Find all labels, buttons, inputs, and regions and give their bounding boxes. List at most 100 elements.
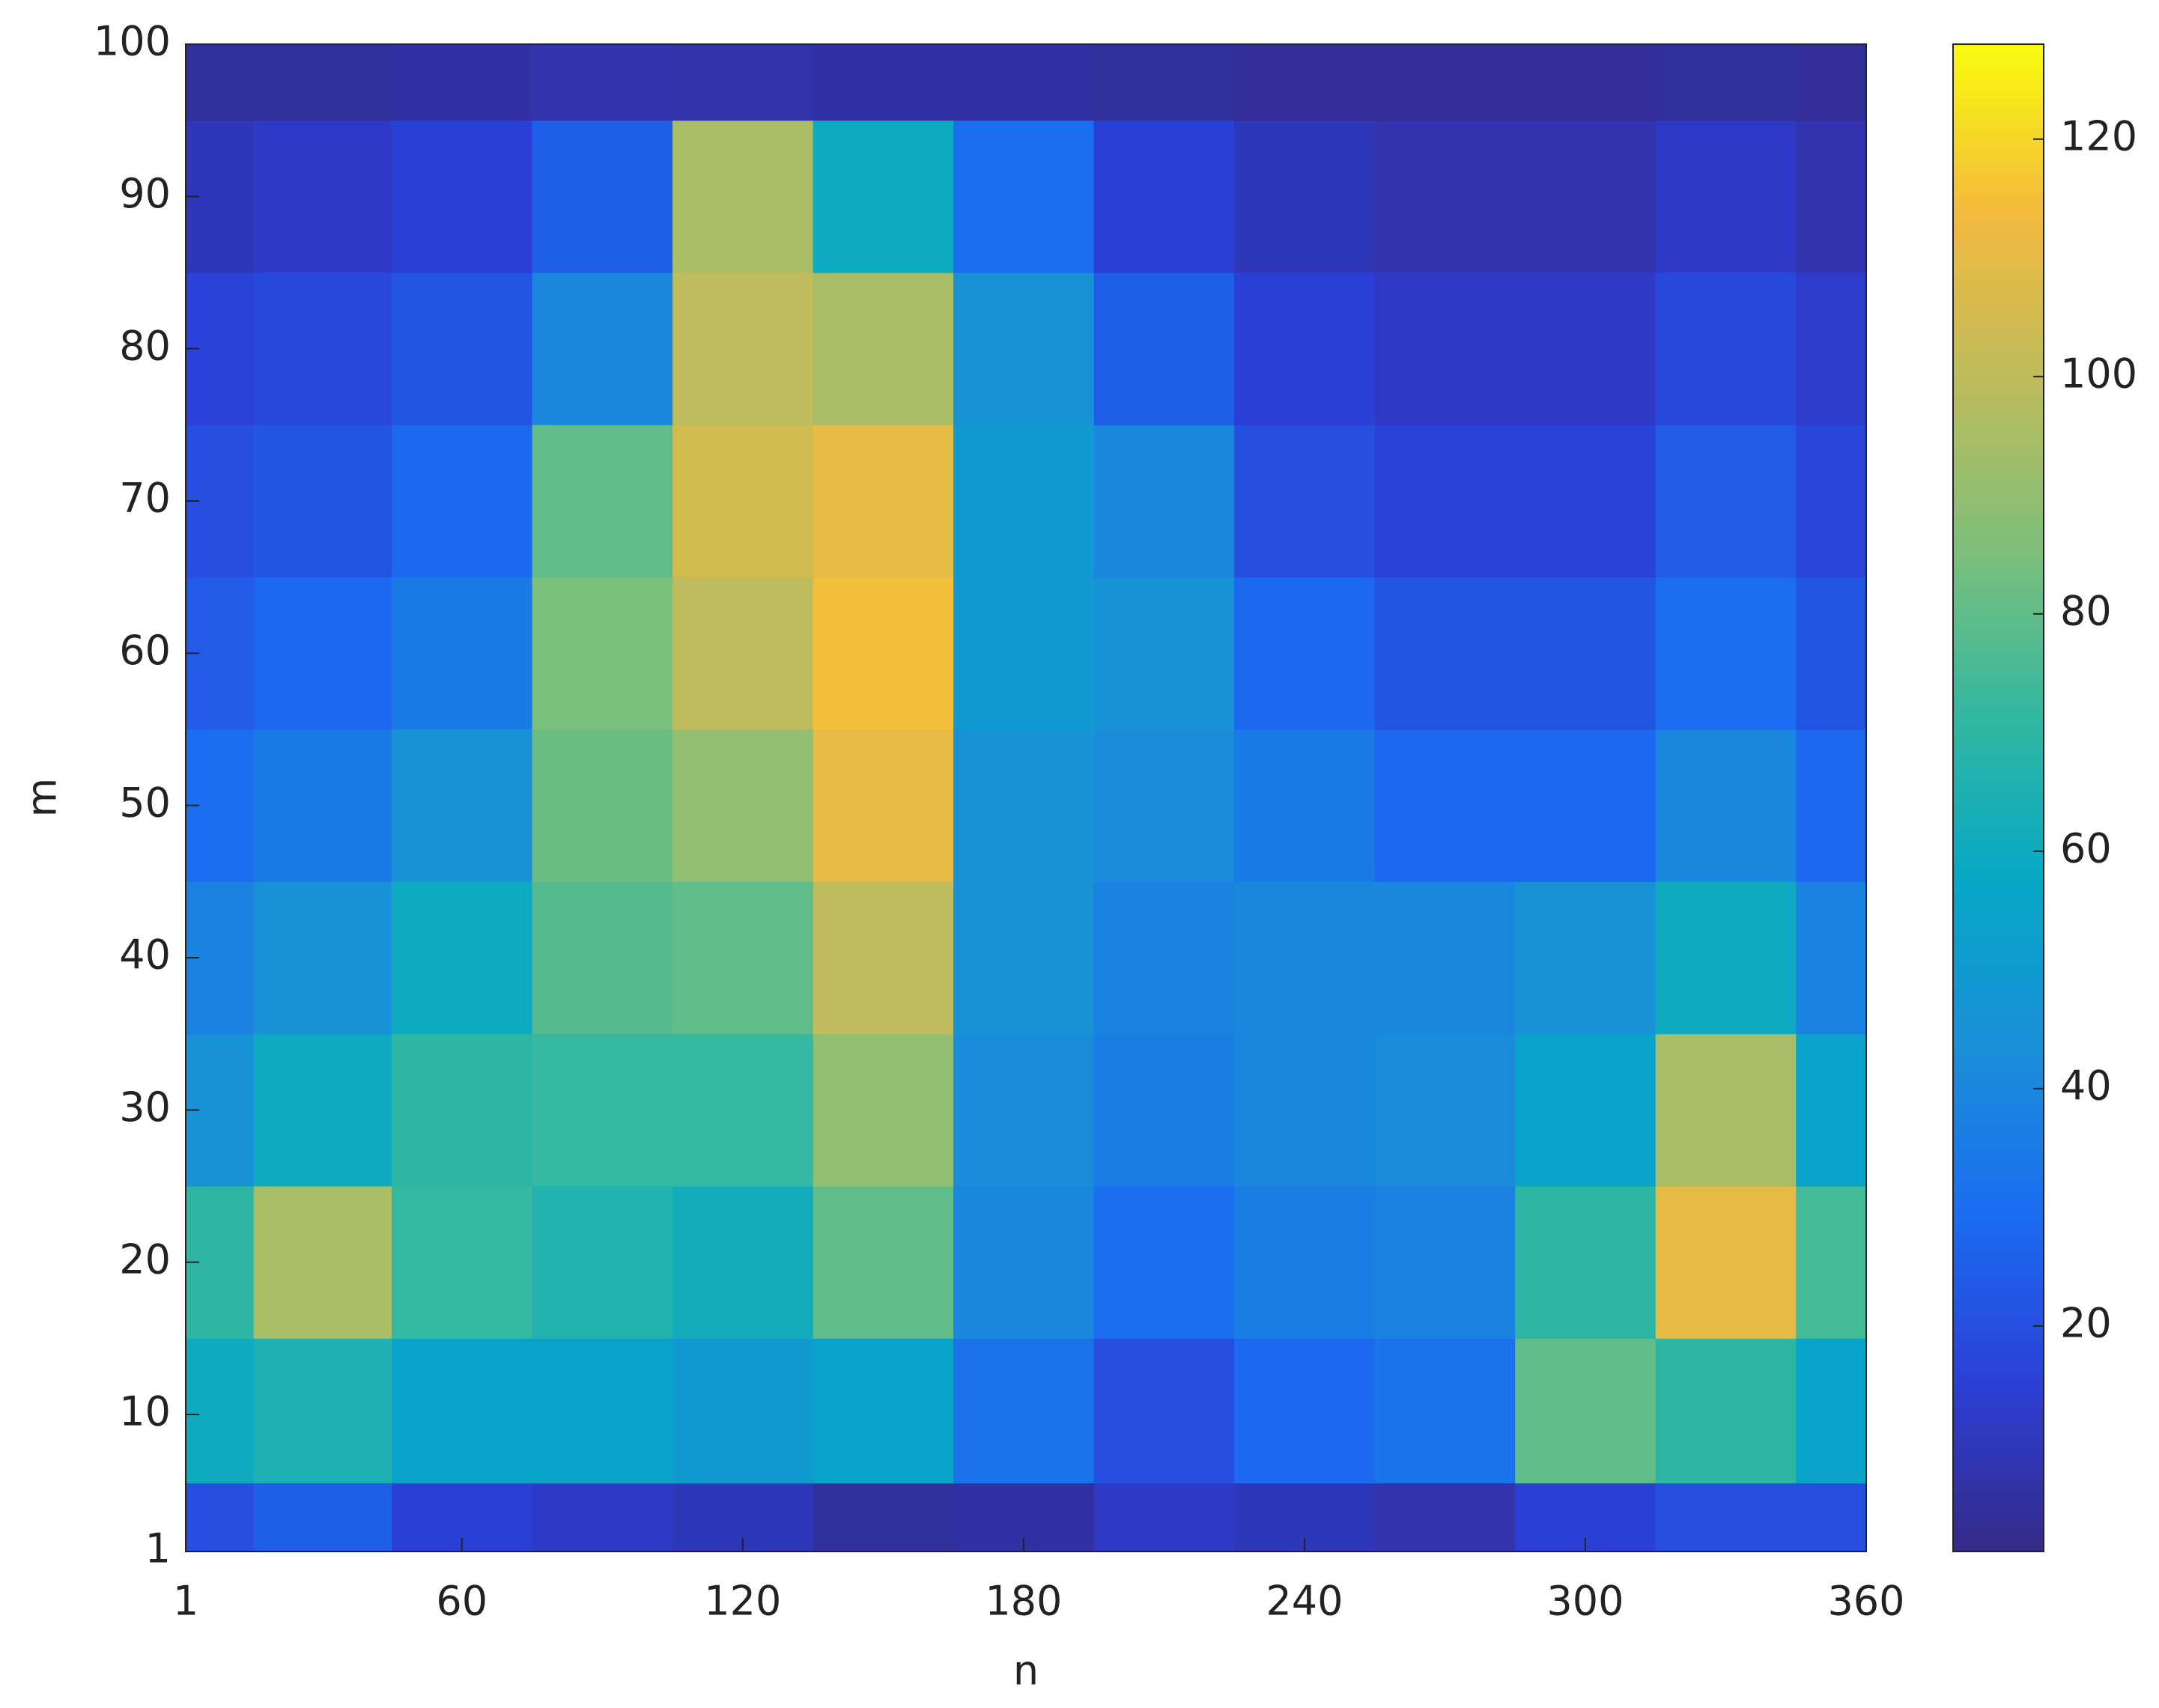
cell	[1655, 120, 1797, 273]
colorbar-segment	[1953, 729, 2044, 738]
cell	[1655, 1186, 1797, 1339]
colorbar-segment	[1953, 156, 2044, 165]
cell	[1234, 1186, 1376, 1339]
cell	[1234, 425, 1376, 578]
colorbar-segment	[1953, 1174, 2044, 1183]
cell	[1796, 44, 1867, 121]
colorbar-segment	[1953, 52, 2044, 60]
cell	[672, 1033, 814, 1187]
colorbar-segment	[1953, 873, 2044, 881]
colorbar-segment	[1953, 345, 2044, 354]
cell	[392, 120, 533, 273]
cell	[813, 44, 954, 121]
cell	[1655, 1033, 1797, 1187]
y-tick-label: 70	[119, 475, 171, 522]
cell	[1374, 881, 1516, 1035]
colorbar-segment	[1953, 1423, 2044, 1432]
cell	[813, 881, 954, 1035]
colorbar-segment	[1953, 677, 2044, 686]
y-axis-label: m	[19, 778, 66, 818]
cell	[1515, 1186, 1657, 1339]
cell	[1515, 729, 1657, 882]
cell	[253, 1033, 392, 1187]
colorbar-segment	[1953, 850, 2044, 859]
colorbar-segment	[1953, 955, 2044, 964]
cell	[1655, 425, 1797, 578]
colorbar-segment	[1953, 1340, 2044, 1349]
cell	[813, 577, 954, 730]
colorbar-segment	[1953, 722, 2044, 731]
colorbar-segment	[1953, 406, 2044, 414]
colorbar-segment	[1953, 926, 2044, 934]
colorbar-segment	[1953, 1461, 2044, 1469]
cell	[953, 120, 1095, 273]
cell	[1515, 1338, 1657, 1483]
colorbar-segment	[1953, 1054, 2044, 1063]
cell	[392, 881, 533, 1035]
colorbar-segment	[1953, 300, 2044, 309]
cell	[953, 44, 1095, 121]
cell	[392, 1338, 533, 1483]
colorbar-segment	[1953, 1152, 2044, 1161]
y-tick-label: 80	[119, 322, 171, 369]
colorbar-segment	[1953, 707, 2044, 716]
cell	[1093, 120, 1235, 273]
cell	[532, 273, 673, 425]
colorbar-segment	[1953, 195, 2044, 203]
colorbar-segment	[1953, 549, 2044, 558]
cell	[186, 44, 255, 121]
colorbar-segment	[1953, 383, 2044, 392]
colorbar-segment	[1953, 896, 2044, 905]
cell	[813, 729, 954, 882]
cell	[1515, 273, 1657, 425]
y-tick-label: 1	[145, 1525, 171, 1572]
cell	[1796, 425, 1867, 578]
colorbar-segment	[1953, 940, 2044, 949]
colorbar-segment	[1953, 436, 2044, 445]
colorbar-segment	[1953, 1415, 2044, 1424]
cell	[813, 425, 954, 578]
cell	[1374, 1186, 1516, 1339]
cell	[532, 1033, 673, 1187]
x-tick-label: 360	[1827, 1578, 1904, 1625]
colorbar-segment	[1953, 1069, 2044, 1078]
colorbar-segment	[1953, 692, 2044, 701]
colorbar-segment	[1953, 1024, 2044, 1033]
cell	[392, 729, 533, 882]
cell	[813, 273, 954, 425]
cell	[1234, 120, 1376, 273]
cell	[1655, 1338, 1797, 1483]
colorbar-segment	[1953, 1521, 2044, 1530]
colorbar-segment	[1953, 262, 2044, 271]
colorbar-segment	[1953, 1212, 2044, 1221]
colorbar-segment	[1953, 1370, 2044, 1379]
cell	[813, 120, 954, 273]
y-tick-label: 100	[94, 18, 171, 65]
colorbar-segment	[1953, 473, 2044, 482]
cell	[1374, 1033, 1516, 1187]
cell	[186, 1483, 255, 1552]
cell	[1093, 577, 1235, 730]
cell	[253, 44, 392, 121]
colorbar-segment	[1953, 782, 2044, 791]
colorbar-segment	[1953, 1129, 2044, 1138]
colorbar-segment	[1953, 541, 2044, 550]
cell	[1655, 273, 1797, 425]
colorbar-segment	[1953, 270, 2044, 279]
colorbar-segment	[1953, 1400, 2044, 1409]
colorbar-segment	[1953, 338, 2044, 347]
colorbar-segment	[1953, 240, 2044, 249]
cell	[953, 577, 1095, 730]
colorbar-segment	[1953, 1317, 2044, 1326]
cell	[1515, 120, 1657, 273]
colorbar-segment	[1953, 330, 2044, 339]
cell	[1655, 577, 1797, 730]
x-tick-label: 1	[173, 1578, 198, 1625]
cell	[1374, 273, 1516, 425]
colorbar-segment	[1953, 805, 2044, 814]
cell	[1093, 729, 1235, 882]
colorbar-segment	[1953, 1046, 2044, 1055]
colorbar-segment	[1953, 1408, 2044, 1417]
